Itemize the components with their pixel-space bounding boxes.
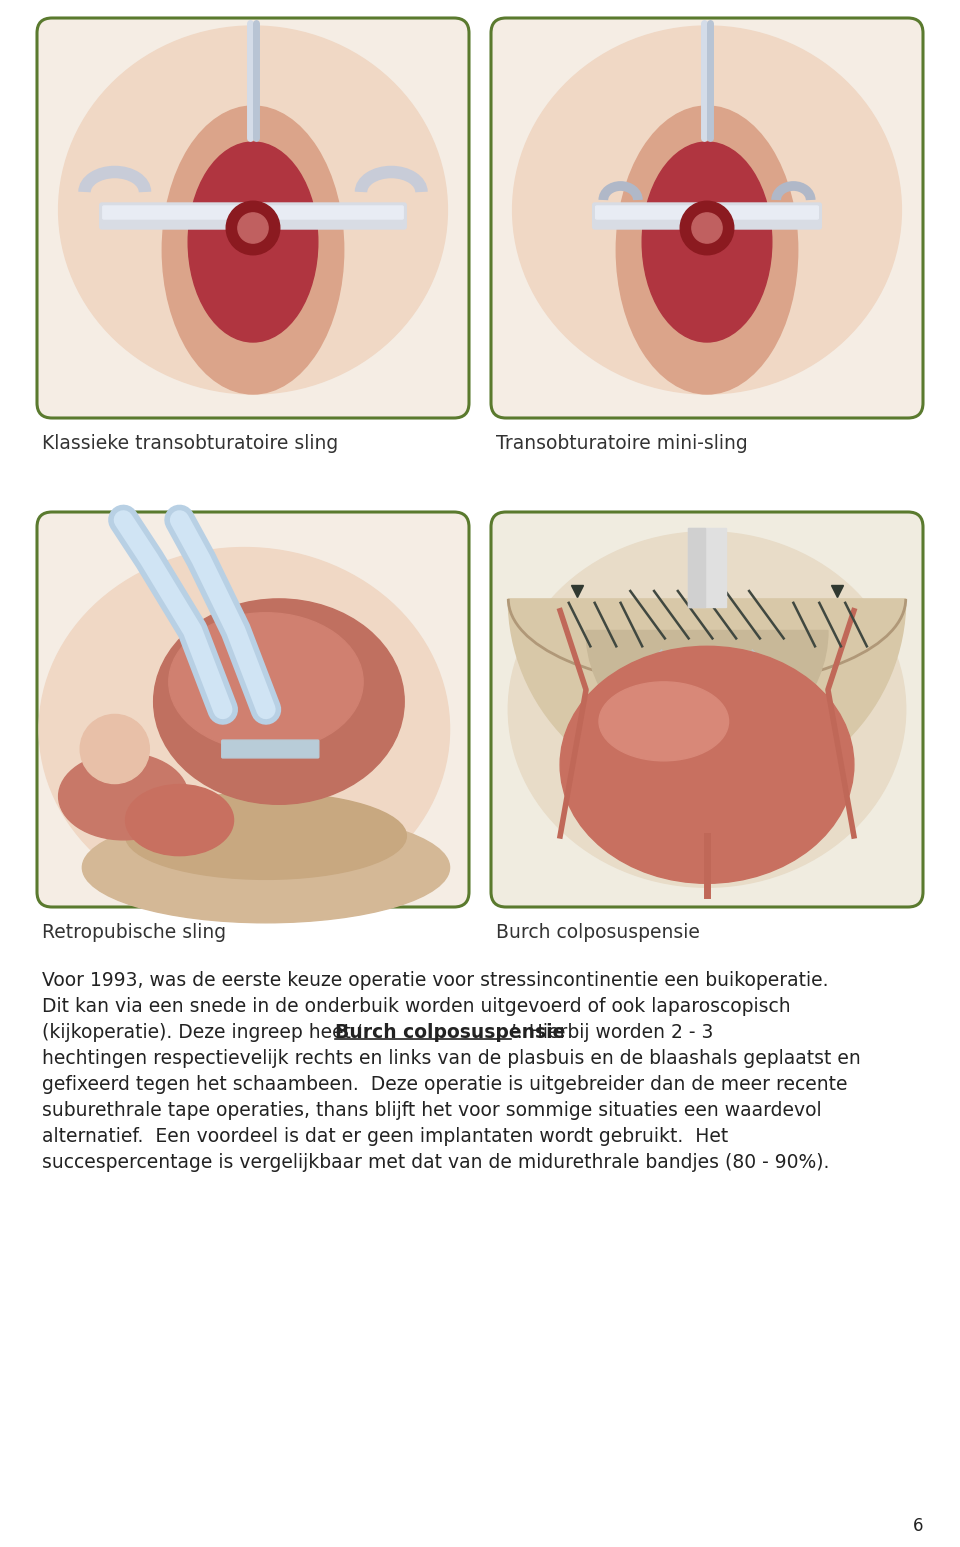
Text: Voor 1993, was de eerste keuze operatie voor stressincontinentie een buikoperati: Voor 1993, was de eerste keuze operatie …	[42, 972, 828, 990]
FancyBboxPatch shape	[222, 739, 319, 758]
Bar	[687, 528, 727, 606]
Text: ’. Hierbij worden 2 - 3: ’. Hierbij worden 2 - 3	[511, 1023, 713, 1043]
Ellipse shape	[188, 142, 318, 342]
Bar	[687, 528, 705, 606]
Text: Burch colposuspensie: Burch colposuspensie	[496, 924, 700, 942]
Circle shape	[238, 213, 268, 243]
Text: Dit kan via een snede in de onderbuik worden uitgevoerd of ook laparoscopisch: Dit kan via een snede in de onderbuik wo…	[42, 996, 791, 1016]
Circle shape	[227, 201, 279, 255]
Text: 6: 6	[913, 1518, 923, 1535]
Wedge shape	[586, 631, 828, 752]
Text: (kijkoperatie). Deze ingreep heet ‘: (kijkoperatie). Deze ingreep heet ‘	[42, 1023, 363, 1043]
Ellipse shape	[599, 682, 729, 761]
Ellipse shape	[154, 599, 404, 804]
Text: Klassieke transobturatoire sling: Klassieke transobturatoire sling	[42, 435, 338, 453]
Ellipse shape	[126, 792, 406, 879]
Ellipse shape	[59, 753, 188, 840]
FancyBboxPatch shape	[592, 203, 822, 229]
Text: suburethrale tape operaties, thans blijft het voor sommige situaties een waardev: suburethrale tape operaties, thans blijf…	[42, 1101, 822, 1120]
FancyBboxPatch shape	[103, 206, 403, 220]
Ellipse shape	[162, 107, 344, 394]
Ellipse shape	[169, 613, 363, 750]
Text: alternatief.  Een voordeel is dat er geen implantaten wordt gebruikt.  Het: alternatief. Een voordeel is dat er geen…	[42, 1128, 729, 1146]
Circle shape	[692, 213, 722, 243]
Wedge shape	[508, 599, 905, 798]
FancyBboxPatch shape	[491, 512, 923, 907]
Ellipse shape	[616, 107, 798, 394]
Text: Transobturatoire mini-sling: Transobturatoire mini-sling	[496, 435, 748, 453]
Text: gefixeerd tegen het schaambeen.  Deze operatie is uitgebreider dan de meer recen: gefixeerd tegen het schaambeen. Deze ope…	[42, 1075, 848, 1094]
Text: Retropubische sling: Retropubische sling	[42, 924, 227, 942]
Ellipse shape	[59, 26, 447, 394]
Ellipse shape	[39, 548, 449, 911]
Ellipse shape	[513, 26, 901, 394]
Ellipse shape	[83, 812, 449, 924]
Ellipse shape	[508, 532, 905, 888]
FancyBboxPatch shape	[100, 203, 406, 229]
FancyBboxPatch shape	[491, 19, 923, 418]
Circle shape	[81, 715, 150, 784]
Text: Burch colposuspensie: Burch colposuspensie	[335, 1023, 565, 1043]
FancyBboxPatch shape	[37, 19, 469, 418]
Circle shape	[681, 201, 733, 255]
Ellipse shape	[126, 784, 233, 855]
Text: succespercentage is vergelijkbaar met dat van de midurethrale bandjes (80 - 90%): succespercentage is vergelijkbaar met da…	[42, 1153, 829, 1173]
Text: hechtingen respectievelijk rechts en links van de plasbuis en de blaashals gepla: hechtingen respectievelijk rechts en lin…	[42, 1049, 861, 1067]
Ellipse shape	[560, 647, 853, 883]
Ellipse shape	[642, 142, 772, 342]
FancyBboxPatch shape	[595, 206, 818, 220]
FancyBboxPatch shape	[37, 512, 469, 907]
